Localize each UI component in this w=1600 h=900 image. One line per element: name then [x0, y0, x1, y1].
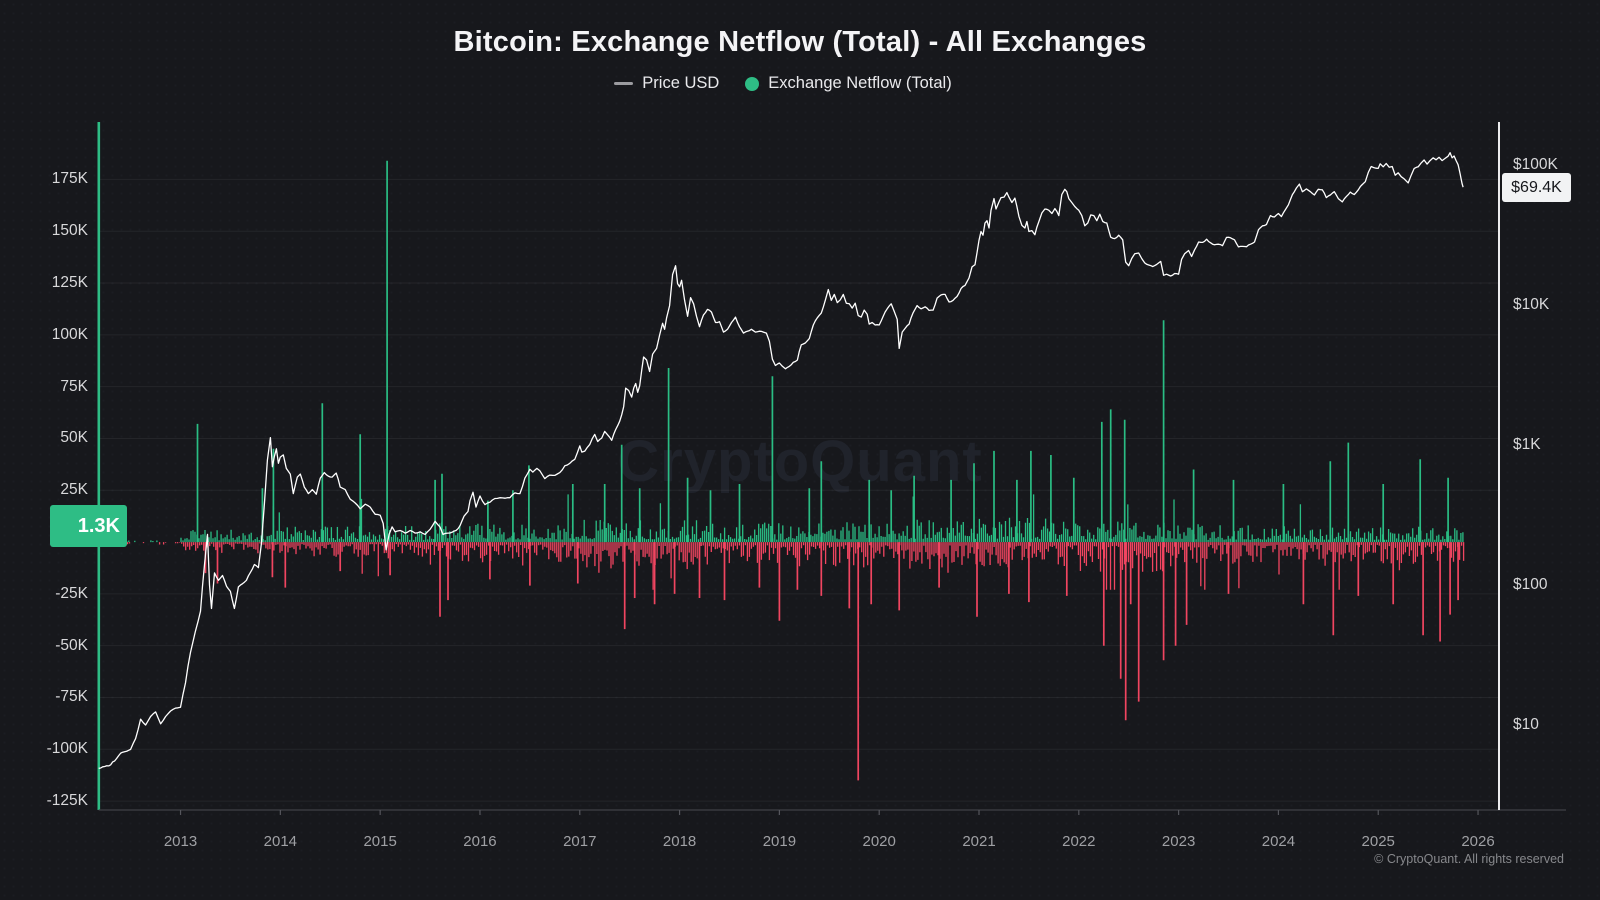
x-axis-tick-label: 2014 — [263, 833, 298, 850]
right-axis-tick-label: $10 — [1513, 716, 1539, 733]
price-last-value-badge: $69.4K — [1502, 173, 1571, 202]
x-axis-tick-label: 2020 — [862, 833, 896, 850]
x-axis-tick-label: 2021 — [962, 833, 996, 850]
x-axis-tick-label: 2016 — [463, 833, 497, 850]
legend: Price USD Exchange Netflow (Total) — [0, 74, 1566, 93]
left-axis-tick-label: 75K — [60, 377, 88, 395]
legend-item-netflow[interactable]: Exchange Netflow (Total) — [745, 74, 952, 93]
left-axis-tick-label: 50K — [60, 429, 88, 447]
x-axis-tick-label: 2013 — [163, 833, 198, 850]
right-axis-tick-label: $10K — [1513, 295, 1550, 313]
right-axis-tick-label: $100 — [1513, 576, 1548, 593]
left-axis-tick-label: -75K — [55, 688, 88, 706]
legend-price-label: Price USD — [642, 74, 720, 92]
left-axis-tick-label: -100K — [46, 740, 88, 758]
x-axis-tick-label: 2017 — [563, 833, 597, 850]
x-axis-tick-label: 2024 — [1261, 833, 1296, 850]
legend-item-price[interactable]: Price USD — [614, 74, 719, 93]
netflow-dot-marker-icon — [745, 76, 760, 91]
right-axis-tick-label: $1K — [1513, 435, 1541, 453]
left-axis-tick-label: 100K — [51, 325, 88, 343]
x-axis-tick-label: 2022 — [1062, 833, 1096, 850]
right-axis-tick-label: $100K — [1513, 155, 1558, 173]
chart-title: Bitcoin: Exchange Netflow (Total) - All … — [453, 26, 1147, 58]
x-axis-tick-label: 2019 — [762, 833, 797, 850]
x-axis-tick-label: 2026 — [1461, 833, 1495, 850]
left-axis-tick-label: 125K — [51, 274, 88, 292]
left-axis-tick-label: 175K — [51, 170, 88, 188]
price-line-marker-icon — [614, 82, 634, 85]
left-axis-tick-label: -125K — [46, 792, 88, 810]
left-axis-tick-label: -25K — [55, 584, 88, 602]
left-axis-tick-label: 150K — [51, 222, 88, 240]
netflow-last-value-badge: 1.3K — [50, 505, 127, 547]
copyright: © CryptoQuant. All rights reserved — [1374, 852, 1564, 866]
left-axis-tick-label: -50K — [55, 636, 88, 654]
legend-netflow-label: Exchange Netflow (Total) — [768, 74, 952, 92]
left-axis-tick-label: 25K — [60, 481, 88, 499]
x-axis-tick-label: 2015 — [363, 833, 397, 850]
x-axis-tick-label: 2023 — [1161, 833, 1196, 850]
x-axis-tick-label: 2018 — [662, 833, 697, 850]
x-axis-tick-label: 2025 — [1361, 833, 1395, 850]
